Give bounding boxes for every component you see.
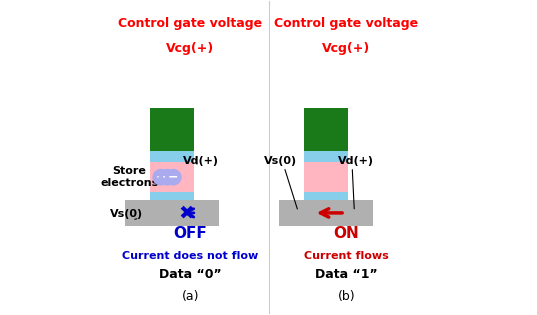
Text: −: − [168, 171, 178, 184]
FancyBboxPatch shape [304, 151, 348, 162]
FancyBboxPatch shape [150, 192, 193, 200]
FancyBboxPatch shape [150, 107, 193, 151]
FancyBboxPatch shape [304, 192, 348, 200]
Text: Control gate voltage: Control gate voltage [118, 17, 263, 30]
Text: Vcg(+): Vcg(+) [166, 42, 215, 55]
Text: (a): (a) [182, 290, 199, 303]
Text: Data “0”: Data “0” [159, 268, 222, 281]
Text: Vd(+): Vd(+) [338, 156, 374, 166]
Text: ON: ON [333, 226, 359, 242]
Text: Data “1”: Data “1” [315, 268, 378, 281]
Text: Vs(0): Vs(0) [110, 209, 143, 219]
Text: Store
electrons: Store electrons [100, 166, 159, 188]
Text: OFF: OFF [173, 226, 207, 242]
Text: Vs(0): Vs(0) [264, 156, 297, 166]
Text: −: − [162, 171, 172, 184]
Text: −: − [156, 171, 166, 184]
FancyBboxPatch shape [150, 162, 193, 192]
Text: Current does not flow: Current does not flow [122, 251, 259, 261]
FancyBboxPatch shape [304, 107, 348, 151]
Text: Control gate voltage: Control gate voltage [274, 17, 419, 30]
FancyBboxPatch shape [304, 162, 348, 192]
Polygon shape [279, 193, 373, 226]
Text: (b): (b) [338, 290, 355, 303]
Text: Current flows: Current flows [304, 251, 389, 261]
Text: ✖: ✖ [178, 203, 194, 222]
Polygon shape [125, 193, 219, 226]
Text: Vd(+): Vd(+) [183, 156, 220, 166]
FancyBboxPatch shape [150, 151, 193, 162]
Text: Vcg(+): Vcg(+) [322, 42, 371, 55]
